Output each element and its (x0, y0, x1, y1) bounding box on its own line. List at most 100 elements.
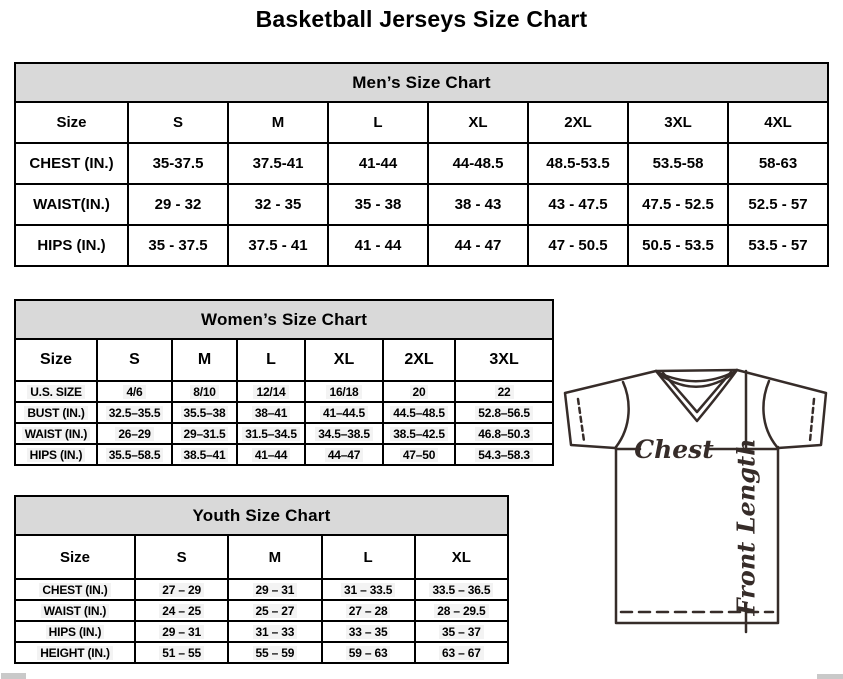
size-value-cell: 26–29 (96, 422, 173, 445)
size-value-cell: 63 – 67 (413, 641, 510, 664)
table-row: CHEST (IN.) 35-37.5 37.5-41 41-44 44-48.5 48.… (14, 142, 829, 185)
size-value-cell: 50.5 - 53.5 (627, 224, 729, 267)
column-header-3xl: 3XL (453, 338, 555, 382)
row-label: BUST (IN.) (14, 401, 98, 424)
jersey-body (614, 445, 780, 625)
size-value-cell: 31.5–34.5 (236, 422, 306, 445)
column-header-size: Size (14, 338, 98, 382)
size-value-cell: 55 – 59 (227, 641, 323, 664)
size-value-cell: 41 - 44 (327, 224, 429, 267)
row-label: HIPS (IN.) (14, 224, 129, 267)
size-value-cell: 41–44.5 (304, 401, 384, 424)
size-value-cell: 29 – 31 (133, 620, 230, 643)
size-value-cell: 16/18 (304, 380, 384, 403)
row-label: WAIST (IN.) (14, 599, 136, 622)
size-value-cell: 44.5–48.5 (382, 401, 456, 424)
size-value-cell: 51 – 55 (133, 641, 230, 664)
size-value-cell: 52.8–56.5 (453, 401, 555, 424)
size-value-cell: 29–31.5 (171, 422, 238, 445)
column-header-m: M (227, 101, 329, 144)
row-label: HIPS (IN.) (14, 443, 98, 466)
column-header-l: L (236, 338, 306, 382)
table-row: WAIST (IN.) 24 – 25 25 – 27 27 – 28 28 – 29.… (14, 599, 510, 622)
size-value-cell: 24 – 25 (133, 599, 230, 622)
jersey-outline (563, 369, 658, 450)
column-header-s: S (133, 534, 230, 580)
chest-label: Chest (634, 435, 714, 464)
youth-size-chart-table: Youth Size Chart Size S M L XL CHEST (IN.) 27 –… (14, 495, 510, 664)
size-value-cell: 53.5-58 (627, 142, 729, 185)
column-header-xl: XL (427, 101, 529, 144)
row-label: WAIST (IN.) (14, 422, 98, 445)
size-value-cell: 34.5–38.5 (304, 422, 384, 445)
size-value-cell: 31 – 33.5 (320, 578, 416, 601)
size-value-cell: 52.5 - 57 (727, 183, 829, 226)
table-row: U.S. SIZE 4/6 8/10 12/14 16/18 20 22 (14, 380, 555, 403)
sleeve-seam-right (762, 379, 779, 449)
row-label: WAIST(IN.) (14, 183, 129, 226)
size-value-cell: 44-48.5 (427, 142, 529, 185)
size-value-cell: 38–41 (236, 401, 306, 424)
size-value-cell: 35 – 37 (413, 620, 510, 643)
size-value-cell: 46.8–50.3 (453, 422, 555, 445)
size-value-cell: 38 - 43 (427, 183, 529, 226)
row-label: HEIGHT (IN.) (14, 641, 136, 664)
size-value-cell: 29 – 31 (227, 578, 323, 601)
table-title-band: Men’s Size Chart (14, 62, 829, 103)
size-value-cell: 59 – 63 (320, 641, 416, 664)
jersey-measurement-diagram: Chest Front Length (563, 368, 828, 634)
size-value-cell: 37.5-41 (227, 142, 329, 185)
size-value-cell: 35.5–38 (171, 401, 238, 424)
sleeve-dashed-line-left (576, 397, 586, 443)
size-value-cell: 29 - 32 (127, 183, 229, 226)
row-label: U.S. SIZE (14, 380, 98, 403)
column-header-3xl: 3XL (627, 101, 729, 144)
size-value-cell: 41-44 (327, 142, 429, 185)
column-header-2xl: 2XL (382, 338, 456, 382)
table-title-band: Women’s Size Chart (13, 299, 555, 340)
column-header-l: L (327, 101, 429, 144)
column-header-xl: XL (413, 534, 510, 580)
size-value-cell: 44–47 (304, 443, 384, 466)
vneck-outer (654, 368, 739, 423)
horizontal-scrollbar-fragment-left[interactable] (1, 673, 26, 679)
size-value-cell: 38.5–41 (171, 443, 238, 466)
womens-size-chart-table: Women’s Size Chart Size S M L XL 2XL 3XL U.S. SI… (13, 299, 555, 466)
sleeve-seam-left (614, 380, 630, 449)
column-header-s: S (127, 101, 229, 144)
size-value-cell: 37.5 - 41 (227, 224, 329, 267)
size-value-cell: 8/10 (171, 380, 238, 403)
size-value-cell: 47.5 - 52.5 (627, 183, 729, 226)
size-value-cell: 27 – 28 (320, 599, 416, 622)
size-value-cell: 4/6 (96, 380, 173, 403)
column-header-size: Size (14, 534, 136, 580)
size-value-cell: 25 – 27 (227, 599, 323, 622)
column-header-xl: XL (304, 338, 384, 382)
size-value-cell: 33.5 – 36.5 (413, 578, 510, 601)
size-value-cell: 54.3–58.3 (453, 443, 555, 466)
row-label: CHEST (IN.) (14, 578, 136, 601)
size-value-cell: 35 - 38 (327, 183, 429, 226)
size-value-cell: 35 - 37.5 (127, 224, 229, 267)
size-value-cell: 35-37.5 (127, 142, 229, 185)
table-row: HIPS (IN.) 35 - 37.5 37.5 - 41 41 - 44 44 - … (14, 224, 829, 267)
size-value-cell: 22 (453, 380, 555, 403)
table-row: WAIST(IN.) 29 - 32 32 - 35 35 - 38 38 - 43 43… (14, 183, 829, 226)
jersey-outline (735, 368, 828, 450)
size-value-cell: 53.5 - 57 (727, 224, 829, 267)
table-row: BUST (IN.) 32.5–35.5 35.5–38 38–41 41–44.5 44… (14, 401, 555, 424)
size-value-cell: 35.5–58.5 (96, 443, 173, 466)
column-header-m: M (171, 338, 238, 382)
table-row: HEIGHT (IN.) 51 – 55 55 – 59 59 – 63 63 – 67 (14, 641, 510, 664)
horizontal-scrollbar-fragment-right[interactable] (817, 674, 843, 679)
table-row: HIPS (IN.) 35.5–58.5 38.5–41 41–44 44–47 47–5… (14, 443, 555, 466)
mens-size-chart-table: Men’s Size Chart Size S M L XL 2XL 3XL 4XL CHEST … (14, 62, 829, 267)
size-value-cell: 47 - 50.5 (527, 224, 629, 267)
vneck-inner (661, 370, 733, 414)
column-header-size: Size (14, 101, 129, 144)
size-value-cell: 31 – 33 (227, 620, 323, 643)
size-value-cell: 12/14 (236, 380, 306, 403)
page-title: Basketball Jerseys Size Chart (255, 6, 588, 32)
size-value-cell: 28 – 29.5 (413, 599, 510, 622)
size-value-cell: 47–50 (382, 443, 456, 466)
